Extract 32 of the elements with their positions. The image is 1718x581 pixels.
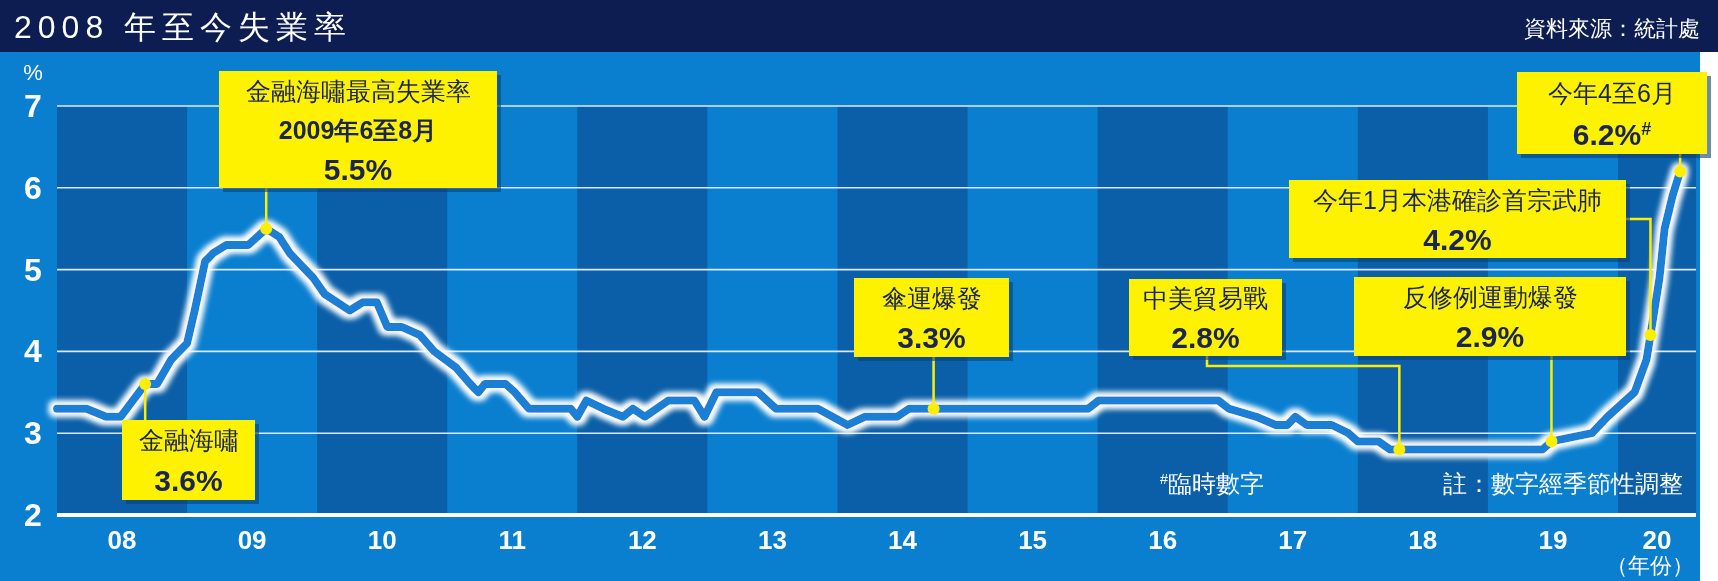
x-tick-label: 19 [1538, 525, 1568, 555]
x-tick-label: 20 [1642, 525, 1672, 555]
y-tick-label: 3 [24, 415, 42, 452]
x-tick-label: 18 [1408, 525, 1438, 555]
x-axis-title: （年份） [1606, 553, 1694, 578]
x-tick-label: 17 [1278, 525, 1308, 555]
annotation: 中美貿易戰 2.8% [1143, 284, 1268, 354]
annotation: 金融海嘯最高失業率 2009年6至8月 5.5% [245, 76, 471, 186]
x-tick-label: 08 [107, 525, 137, 555]
chart-title: 2008 年至今失業率 [14, 9, 353, 45]
annotation: 傘運爆發 3.3% [881, 283, 982, 355]
y-tick-label: 2 [24, 497, 42, 533]
y-tick-label: 7 [24, 88, 42, 124]
y-tick-label: 6 [24, 169, 42, 206]
annotation: 金融海嘯 3.6% [138, 426, 239, 497]
annotation: $^{#}$臨時數字 [1160, 470, 1265, 497]
x-tick-label: 10 [367, 525, 397, 555]
x-tick-label: 14 [888, 525, 918, 555]
x-tick-label: 11 [498, 525, 527, 555]
x-tick-label: 13 [757, 525, 787, 555]
annotation: 今年4至6月 6.2%$^{#}$ [1548, 78, 1676, 151]
y-tick-label: 4 [24, 333, 43, 370]
annotation: 今年1月本港確診首宗武肺 4.2% [1313, 185, 1602, 256]
x-tick-label: 16 [1148, 525, 1178, 555]
annotation: 註：數字經季節性調整 [1443, 470, 1683, 497]
x-tick-label: 09 [237, 525, 267, 555]
source-note: 資料來源：統計處 [1524, 16, 1700, 41]
y-axis-title: % [23, 60, 43, 85]
x-tick-label: 12 [627, 525, 657, 555]
annotation: 反修例運動爆發 2.9% [1402, 282, 1578, 354]
x-tick-label: 15 [1018, 525, 1048, 555]
y-tick-label: 5 [24, 251, 42, 288]
